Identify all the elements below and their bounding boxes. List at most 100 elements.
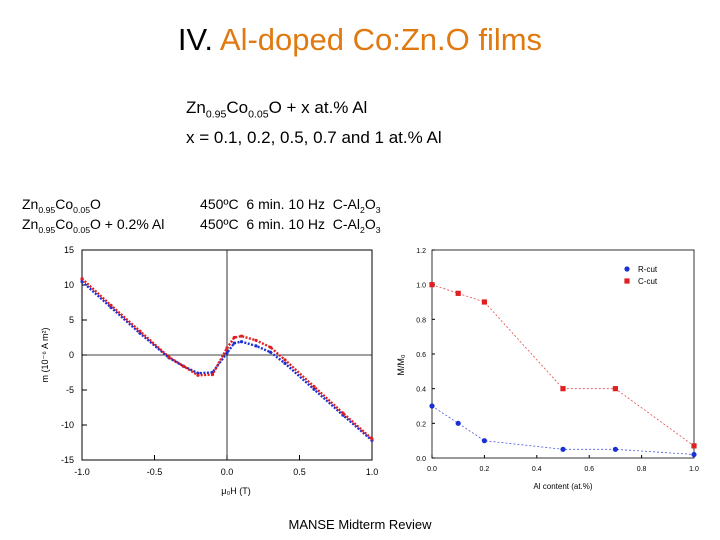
lg2-s2: 0.05 xyxy=(73,224,91,235)
left-series-1-point xyxy=(167,355,171,359)
slide-title: IV. Al-doped Co:Zn.O films xyxy=(0,22,720,58)
right-legend-label-0: R-cut xyxy=(638,265,658,274)
right-y-tick-label: 0.8 xyxy=(416,317,426,324)
left-series-1-point xyxy=(225,346,229,350)
right-series-1-point xyxy=(612,386,618,392)
left-series-1-point xyxy=(138,329,142,333)
right-series-0-point xyxy=(612,446,619,452)
lg2-c: O + 0.2% Al xyxy=(90,216,165,232)
left-y-tick-label: 15 xyxy=(64,245,74,255)
lg1-s3: 2 xyxy=(359,204,365,215)
left-series-1-point xyxy=(210,373,215,377)
formula-line-1: Zn0.95Co0.05O + x at.% Al xyxy=(186,98,367,120)
right-x-tick-label: 1.0 xyxy=(689,466,699,473)
left-x-tick-label: 1.0 xyxy=(366,467,379,477)
left-series-0-point xyxy=(268,350,273,354)
left-y-tick-label: 0 xyxy=(69,350,74,360)
right-y-tick-label: 1.0 xyxy=(416,283,426,290)
left-x-tick-label: -0.5 xyxy=(147,467,163,477)
left-series-1-point xyxy=(283,358,287,362)
right-chart-group: 0.0 0.2 0.4 0.6 0.8 1.0 1.2 1.0 0.8 0.6 0.4 0.2 0.0 A… xyxy=(396,248,699,491)
lg1-b: Co xyxy=(55,196,74,212)
right-series-1-point xyxy=(429,282,435,288)
lg2-b: Co xyxy=(55,216,74,232)
right-x-tick-label: 0.4 xyxy=(532,466,542,473)
left-series-1-point xyxy=(232,335,236,340)
right-series-1-point xyxy=(455,290,461,296)
right-x-tick-label: 0.8 xyxy=(637,466,647,473)
right-y-tick-label: 0.0 xyxy=(416,456,426,463)
left-series-1-point xyxy=(239,334,244,338)
left-chart-group: -1.0 -0.5 0.0 0.5 1.0 15 10 5 0 -5 -10 -15 μ₀H (T) m … xyxy=(40,245,378,496)
formula-co-sub: 0.05 xyxy=(248,108,269,121)
right-y-tick-label: 0.2 xyxy=(416,421,426,428)
left-series-0-point xyxy=(225,351,229,355)
lg2-s3: 2 xyxy=(359,224,365,235)
lg1-s2: 0.05 xyxy=(73,204,91,215)
formula-rest: O + x at.% Al xyxy=(268,98,368,117)
left-series-1-point xyxy=(181,364,186,368)
left-series-1-point xyxy=(341,411,345,415)
right-series-0-point xyxy=(455,420,461,426)
right-series-1-point xyxy=(560,386,566,392)
left-x-axis-label: μ₀H (T) xyxy=(221,486,250,496)
left-series-1-point xyxy=(109,303,113,307)
lg2-s1: 0.95 xyxy=(38,224,56,235)
left-series-0-point xyxy=(283,361,287,365)
right-y-tick-label: 0.6 xyxy=(416,352,426,359)
left-x-tick-label: -1.0 xyxy=(74,467,90,477)
right-legend-label-1: C-cut xyxy=(638,277,658,286)
left-series-1-point xyxy=(196,373,200,377)
left-series-0-point xyxy=(312,387,316,391)
left-y-axis-label: m (10⁻⁶ A m²) xyxy=(40,328,50,383)
lg2-a: Zn xyxy=(22,216,39,232)
title-accent: Al-doped Co:Zn.O films xyxy=(219,22,543,57)
sample-legend-1: Zn0.95Co0.05O 450ºC 6 min. 10 Hz C-Al2O3 xyxy=(22,196,381,215)
right-series-0-point xyxy=(691,451,697,458)
left-y-tick-label: -10 xyxy=(61,420,74,430)
right-x-tick-label: 0.6 xyxy=(584,466,594,473)
formula-zn: Zn xyxy=(186,98,206,117)
left-series-0-point xyxy=(254,344,258,348)
left-series-0-line xyxy=(81,280,373,442)
lg1-c: O xyxy=(90,196,101,212)
left-y-tick-label: 5 xyxy=(69,315,74,325)
lg1-s1: 0.95 xyxy=(38,204,56,215)
left-y-tick-label: -15 xyxy=(61,455,74,465)
left-series-1-point xyxy=(80,277,84,281)
right-legend-marker-1 xyxy=(624,278,630,284)
formula-co: Co xyxy=(226,98,249,117)
lg1-s4: 3 xyxy=(375,204,381,215)
right-series-0-point xyxy=(429,403,435,409)
right-series-0-point xyxy=(560,446,566,452)
right-legend-marker-0 xyxy=(624,266,630,272)
footer: MANSE Midterm Review xyxy=(288,517,432,532)
left-x-tick-label: 0.5 xyxy=(293,467,306,477)
left-series-1-point xyxy=(312,384,316,389)
left-series-1-point xyxy=(370,437,374,441)
left-series-0-point xyxy=(232,341,236,345)
left-x-tick-label: 0.0 xyxy=(221,467,234,477)
sample-legend-2: Zn0.95Co0.05O + 0.2% Al 450ºC 6 min. 10 H… xyxy=(22,216,381,235)
left-y-tick-label: -5 xyxy=(66,385,74,395)
lg1-a: Zn xyxy=(22,196,39,212)
left-series-0-point xyxy=(239,340,244,344)
lg1-d: O xyxy=(364,196,376,212)
right-y-tick-label: 1.2 xyxy=(416,248,426,255)
formula-zn-sub: 0.95 xyxy=(205,108,227,121)
right-x-tick-label: 0.0 xyxy=(427,466,437,473)
title-prefix: IV. xyxy=(177,22,220,57)
lg2-cond: 450ºC 6 min. 10 Hz C-Al xyxy=(200,216,360,232)
left-series-1-point xyxy=(254,338,258,342)
right-series-1-point xyxy=(691,443,697,449)
left-series-1-point xyxy=(268,345,273,349)
right-y-tick-label: 0.4 xyxy=(416,387,426,394)
right-x-tick-label: 0.2 xyxy=(480,466,490,473)
right-series-0-point xyxy=(481,438,487,444)
lg2-s4: 3 xyxy=(375,224,381,235)
right-series-1-guide xyxy=(431,284,695,447)
left-y-tick-label: 10 xyxy=(64,280,74,290)
right-series-1-point xyxy=(481,299,487,305)
lg2-d: O xyxy=(364,216,376,232)
